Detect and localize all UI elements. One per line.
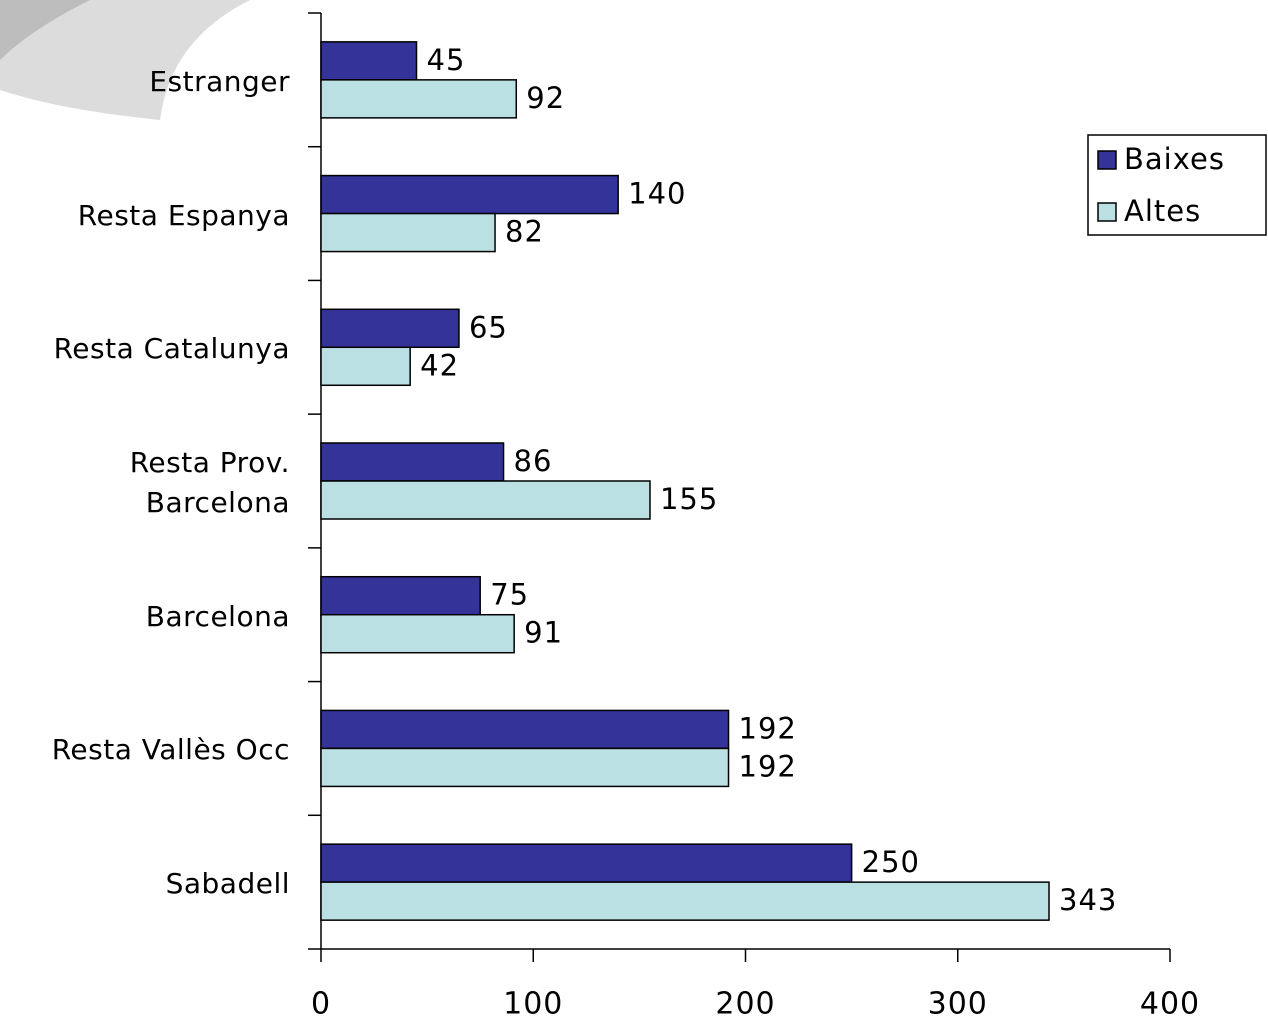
x-tick-label: 0	[311, 987, 331, 1021]
value-label: 75	[490, 578, 529, 612]
decoration	[0, 0, 90, 60]
category-label: Resta Catalunya	[53, 332, 290, 366]
bar	[320, 575, 481, 616]
bar	[320, 442, 505, 482]
bar	[320, 212, 496, 253]
legend-box	[1087, 134, 1267, 236]
category-label: Barcelona	[145, 599, 290, 633]
bar	[320, 613, 515, 654]
value-label: 86	[514, 444, 553, 478]
x-tick-label: 400	[1140, 987, 1200, 1021]
value-label: 192	[739, 749, 797, 783]
bar	[320, 174, 619, 215]
bar	[320, 747, 730, 788]
value-label: 250	[862, 845, 920, 879]
value-label: 65	[469, 310, 508, 344]
value-label: 42	[420, 348, 459, 382]
x-tick-label: 200	[715, 987, 775, 1021]
category-label: Resta Vallès Occ	[51, 733, 290, 767]
value-label: 45	[427, 43, 466, 77]
bar	[320, 881, 1050, 921]
decoration	[0, 0, 250, 120]
value-label: 140	[628, 177, 686, 211]
bar	[320, 346, 411, 387]
legend-label: Baixes	[1124, 142, 1225, 176]
value-label: 343	[1059, 883, 1117, 917]
bar	[320, 41, 418, 81]
category-label: Estranger	[149, 64, 290, 98]
x-tick-label: 300	[928, 987, 988, 1021]
legend-swatch	[1097, 202, 1117, 222]
bar	[320, 709, 730, 750]
bar	[320, 79, 518, 119]
bar	[320, 308, 460, 349]
bar	[320, 843, 853, 883]
value-label: 91	[524, 616, 563, 650]
value-label: 92	[526, 81, 565, 115]
x-tick-label: 100	[503, 987, 563, 1021]
value-label: 155	[660, 482, 718, 516]
category-label: Resta Espanya	[77, 198, 290, 232]
value-label: 82	[505, 215, 544, 249]
category-label: Resta Prov. Barcelona	[129, 446, 290, 519]
legend-label: Altes	[1124, 194, 1201, 228]
value-label: 192	[739, 711, 797, 745]
category-label: Sabadell	[165, 867, 290, 901]
bar	[320, 480, 651, 520]
legend-swatch	[1097, 150, 1117, 170]
